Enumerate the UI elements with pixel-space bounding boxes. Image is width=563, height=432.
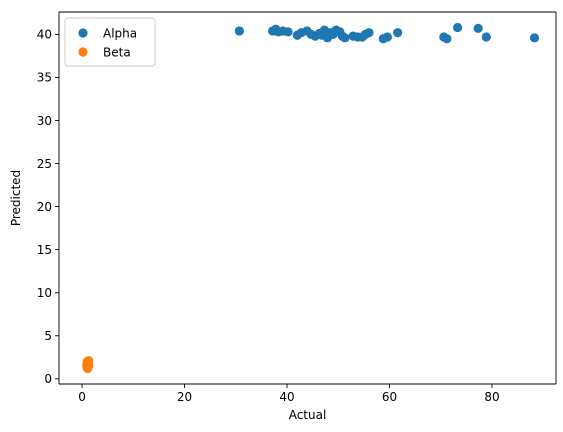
y-tick-label: 0 (44, 372, 52, 386)
data-point-alpha-25 (364, 28, 374, 38)
legend-marker (78, 28, 88, 38)
series-beta (82, 356, 94, 374)
data-point-alpha-32 (473, 23, 483, 33)
series-alpha (234, 22, 540, 44)
data-point-alpha-5 (283, 27, 293, 37)
plot-area (58, 11, 557, 385)
x-axis: 0 20 40 60 80 (78, 384, 500, 404)
x-tick-label: 20 (177, 390, 192, 404)
y-tick-label: 40 (37, 28, 52, 42)
legend-box (64, 17, 156, 67)
y-tick-label: 30 (37, 114, 52, 128)
plot-frame (59, 12, 556, 384)
data-point-alpha-31 (453, 22, 463, 33)
y-tick-label: 5 (44, 329, 52, 343)
y-axis: 0 5 10 15 20 25 30 35 40 (37, 28, 59, 386)
y-tick-label: 25 (37, 157, 52, 171)
data-point-alpha-33 (481, 32, 491, 42)
x-axis-label: Actual (289, 408, 327, 422)
legend-label: Beta (103, 45, 131, 59)
x-tick-label: 40 (279, 390, 294, 404)
legend-label: Alpha (103, 26, 137, 40)
legend-items: Alpha Beta (78, 26, 137, 59)
data-point-alpha-34 (529, 33, 540, 43)
y-axis-label: Predicted (9, 170, 23, 226)
y-tick-label: 10 (37, 286, 52, 300)
data-point-alpha-28 (393, 28, 403, 38)
y-tick-label: 15 (37, 243, 52, 257)
data-point-beta-9 (82, 363, 92, 373)
legend-entry-beta: Beta (78, 45, 131, 59)
x-tick-label: 0 (78, 390, 86, 404)
legend: Alpha Beta (64, 17, 156, 67)
y-tick-label: 20 (37, 200, 52, 214)
x-tick-label: 80 (484, 390, 499, 404)
legend-marker (78, 47, 88, 57)
points-layer (82, 22, 540, 374)
data-point-alpha-0 (234, 26, 244, 36)
axes-spines (58, 11, 557, 385)
x-tick-label: 60 (382, 390, 397, 404)
y-tick-label: 35 (37, 71, 52, 85)
data-point-beta-8 (84, 356, 94, 366)
data-point-alpha-30 (442, 34, 452, 44)
data-point-alpha-27 (382, 32, 393, 42)
data-point-alpha-20 (340, 33, 350, 43)
legend-entry-alpha: Alpha (78, 26, 137, 40)
